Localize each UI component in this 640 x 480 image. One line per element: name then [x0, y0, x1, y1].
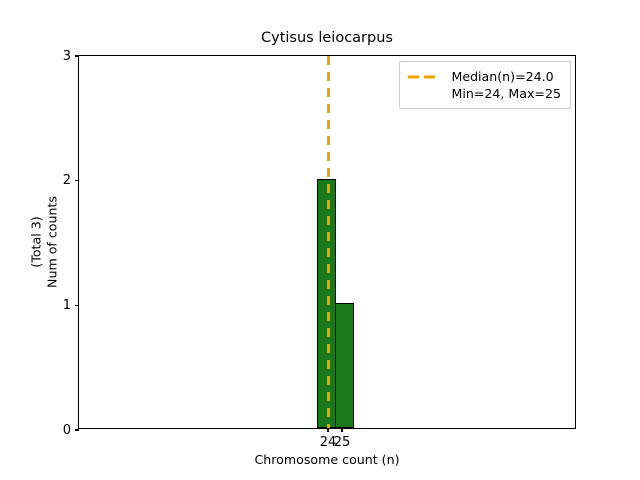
median-line	[326, 56, 330, 428]
legend-entry-minmax: Min=24, Max=25	[408, 85, 561, 102]
y-tick-label: 1	[62, 297, 71, 313]
legend-entry-median: Median(n)=24.0	[408, 68, 561, 85]
y-axis-label-line2: (Total 3)	[28, 216, 44, 268]
y-tick-label: 3	[62, 48, 71, 64]
legend-label-minmax: Min=24, Max=25	[451, 86, 561, 101]
x-tick-mark	[327, 428, 329, 432]
y-tick-label: 0	[62, 422, 71, 438]
y-axis-label: (Total 3) Num of counts	[29, 196, 60, 288]
x-tick-mark	[341, 428, 343, 432]
chart-title: Cytisus leiocarpus	[261, 30, 393, 46]
y-tick-label: 2	[62, 173, 71, 189]
y-tick-mark	[75, 180, 79, 182]
plot-area: 0 1 2 3 24 25 (Total	[29, 49, 576, 450]
dashed-line-icon	[408, 71, 442, 83]
legend-label-median: Median(n)=24.0	[451, 69, 554, 84]
x-axis-label: Chromosome count (n)	[254, 452, 400, 467]
y-axis-label-line1: Num of counts	[44, 196, 59, 288]
y-tick-mark	[75, 304, 79, 306]
x-tick-label: 24	[319, 435, 337, 450]
legend: Median(n)=24.0 Min=24, Max=25	[399, 61, 571, 109]
x-tick-label: 25	[333, 435, 351, 450]
y-tick-mark	[75, 55, 79, 57]
y-tick-mark	[75, 429, 79, 431]
bar-25	[335, 303, 354, 428]
bars-layer	[79, 56, 575, 428]
